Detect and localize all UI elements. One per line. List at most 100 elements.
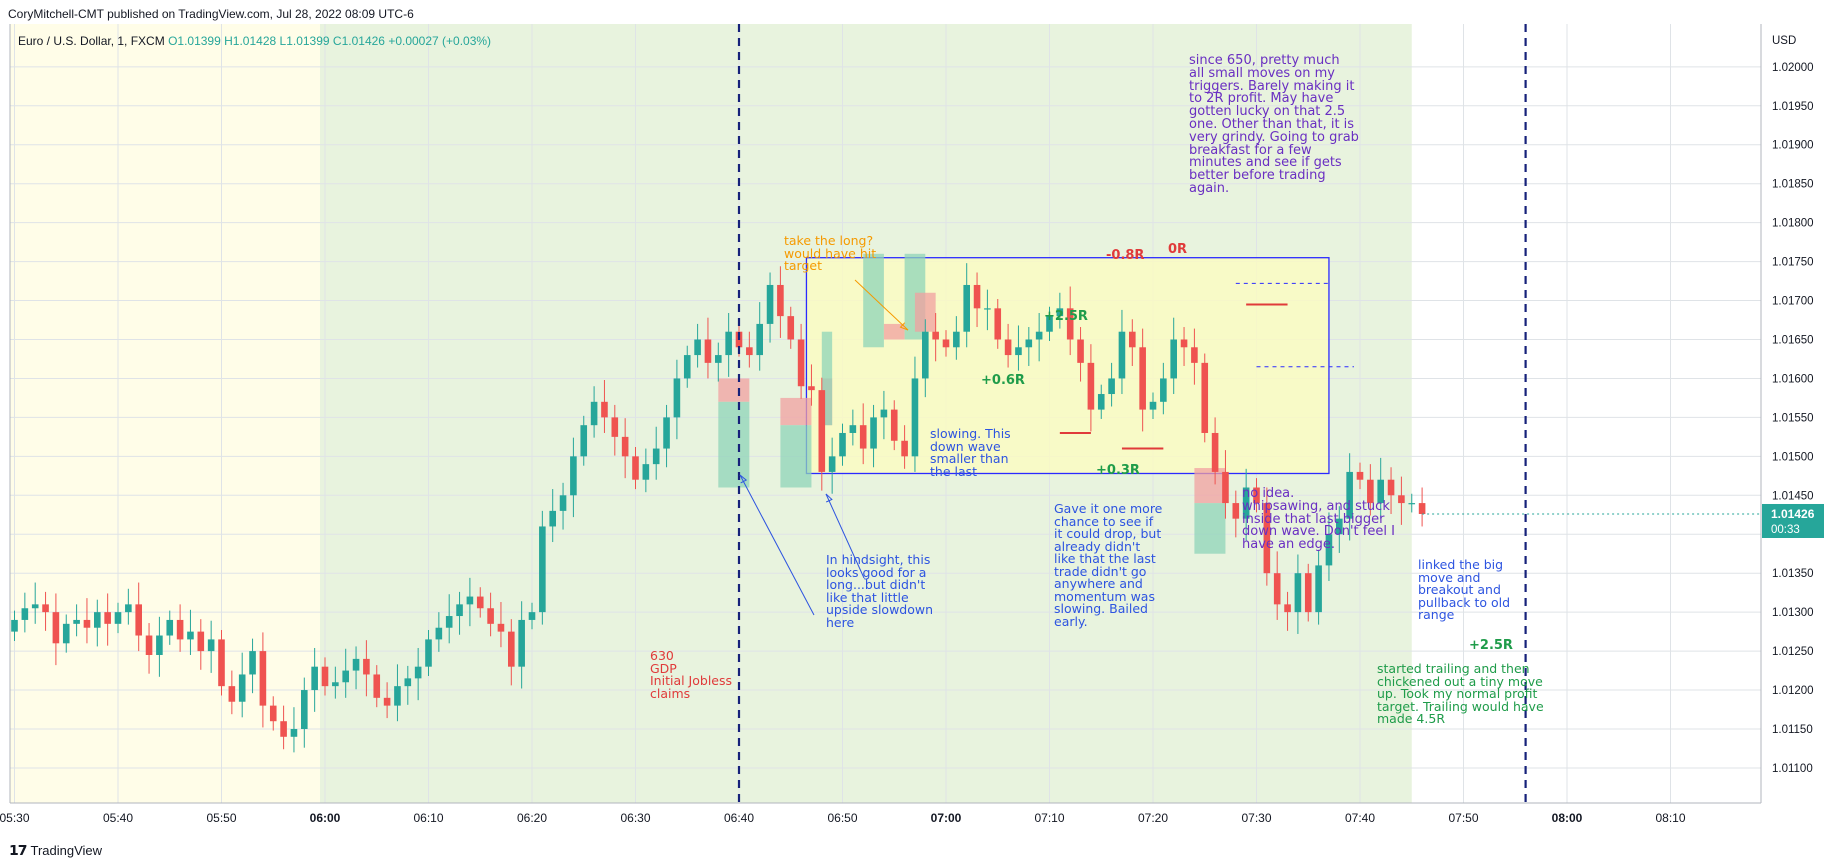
candle-body [373, 674, 381, 698]
candle-body [311, 666, 318, 691]
candle-body [42, 604, 49, 613]
candle-body [1056, 308, 1064, 317]
candle-body [673, 378, 681, 418]
y-tick-label: 1.01600 [1772, 373, 1814, 385]
tradingview-logo-icon: 𝟭𝟳 [9, 842, 28, 858]
candle-body [280, 721, 287, 737]
candle-body [642, 464, 650, 480]
candle-body [21, 608, 29, 620]
candle-body [1149, 401, 1157, 410]
candle-body [1004, 339, 1012, 356]
candle-body [570, 456, 577, 496]
annotation-no-idea: no idea. whipsawing, and stuck inside th… [1242, 486, 1395, 553]
candle-body [746, 347, 753, 356]
y-tick-label: 1.01750 [1772, 257, 1814, 269]
candle-body [62, 623, 70, 644]
candle-body [1294, 573, 1302, 613]
trade-label-plus-0-3r: +0.3R [1096, 463, 1140, 478]
trade-label-0r: 0R [1168, 242, 1188, 257]
candle-body [125, 604, 132, 613]
x-tick-label: 08:10 [1655, 811, 1685, 825]
candle-body [238, 674, 246, 702]
range-box [805, 257, 1330, 475]
candle-body [715, 355, 722, 363]
x-tick-label: 07:20 [1138, 811, 1168, 825]
candle-body [425, 639, 432, 667]
candle-body [166, 619, 174, 636]
candle-body [383, 697, 391, 706]
candle-body [621, 436, 629, 457]
candle-body [394, 686, 401, 706]
candle-body [197, 631, 205, 652]
x-tick-label: 07:10 [1034, 811, 1064, 825]
footer-brand[interactable]: 𝟭𝟳 TradingView [9, 842, 102, 859]
x-tick-label: 06:00 [310, 811, 341, 825]
candle-body [176, 619, 184, 640]
candle-body [1066, 308, 1074, 340]
premarket-background [10, 24, 320, 803]
y-tick-label: 1.01250 [1772, 646, 1814, 658]
candle-body [435, 627, 443, 640]
candle-body [1108, 378, 1115, 395]
candle-body [1398, 495, 1405, 504]
candle-body [1046, 316, 1053, 332]
high-value: H1.01428 [224, 34, 277, 48]
y-tick-label: 1.01100 [1772, 763, 1813, 775]
y-tick-label: 1.01700 [1772, 296, 1814, 308]
annotation-take-long: take the long? would have hit target [784, 233, 877, 273]
candle-body [828, 456, 836, 472]
trade-label-plus-2-5r: +2.5R [1044, 309, 1088, 324]
candle-body [973, 284, 981, 309]
trade-label-plus-2-5r-late: +2.5R [1469, 638, 1513, 653]
x-tick-label: 07:00 [931, 811, 962, 825]
candle-body [1118, 331, 1126, 379]
candle-body [456, 604, 463, 617]
candle-body [1160, 378, 1167, 402]
candle-body [632, 456, 639, 480]
candle-body [187, 631, 194, 640]
candle-body [332, 682, 339, 687]
candle-body [1377, 479, 1384, 504]
x-tick-label: 08:00 [1552, 811, 1583, 825]
candle-body [269, 705, 277, 722]
candle-body [31, 604, 39, 609]
candle-body [839, 432, 846, 457]
candle-body [321, 666, 329, 687]
candle-body [1129, 331, 1136, 348]
candle-body [1304, 573, 1312, 613]
trade-label-plus-0-6r: +0.6R [981, 373, 1025, 388]
y-tick-label: 1.01450 [1772, 490, 1814, 502]
candle-body [942, 339, 950, 348]
y-tick-label: 1.01800 [1772, 218, 1814, 230]
candle-body [663, 417, 670, 449]
candle-body [508, 631, 515, 667]
candle-body [787, 316, 795, 340]
candle-body [1263, 503, 1271, 574]
candle-body [1387, 479, 1395, 496]
open-value: O1.01399 [168, 34, 221, 48]
footer-brand-label: TradingView [30, 843, 103, 858]
y-tick-label: 1.01500 [1772, 451, 1814, 463]
y-tick-label: 1.02000 [1772, 62, 1814, 74]
candle-body [1191, 347, 1198, 363]
candle-body [363, 658, 370, 675]
candle-body [797, 339, 805, 387]
candle-body [528, 612, 536, 620]
low-value: L1.01399 [279, 34, 330, 48]
candle-body [963, 284, 970, 332]
candle-body [1367, 479, 1374, 504]
candle-body [683, 355, 691, 379]
annotation-linked: linked the big move and breakout and pul… [1418, 557, 1511, 622]
x-tick-label: 07:40 [1345, 811, 1375, 825]
candle-body [228, 686, 236, 702]
candle-body [1097, 394, 1105, 410]
candle-body [476, 596, 484, 609]
candle-body [922, 331, 929, 379]
candle-body [445, 616, 453, 628]
x-tick-label: 06:10 [413, 811, 443, 825]
x-tick-label: 06:50 [827, 811, 857, 825]
candle-body [766, 284, 774, 324]
hindsight-arrow-1-head [739, 474, 748, 484]
candle-body [249, 651, 256, 675]
